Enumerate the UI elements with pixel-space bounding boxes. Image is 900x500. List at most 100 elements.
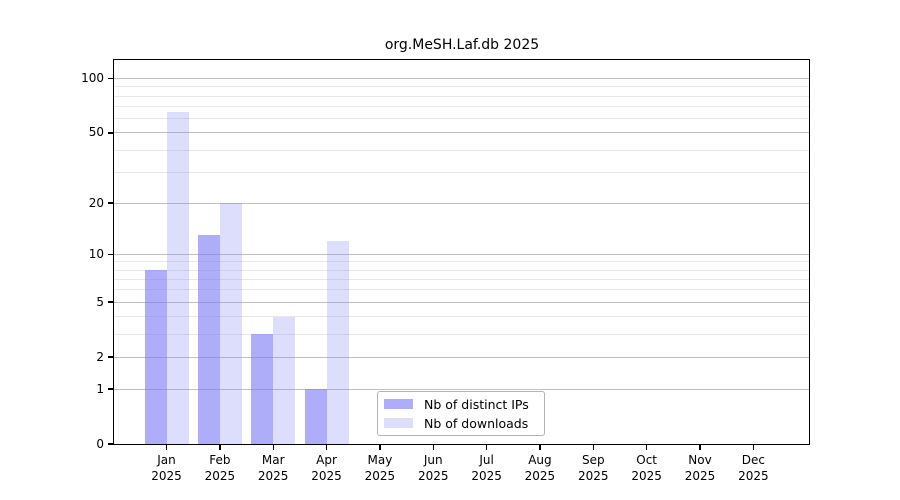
x-tick-apr: [325, 444, 328, 450]
x-tick-dec: [752, 444, 755, 450]
x-tick-month: Nov: [688, 453, 712, 467]
gridline-minor-y-30: [114, 171, 809, 173]
y-tick-100: [108, 78, 114, 80]
x-tick-label-jul: Jul 2025: [452, 453, 522, 484]
gridline-major-y-1: [114, 388, 809, 390]
y-tick-20: [108, 202, 114, 204]
y-tick-10: [108, 253, 114, 255]
x-tick-label-sep: Sep 2025: [558, 453, 628, 484]
x-tick-year: 2025: [417, 468, 449, 483]
y-tick-2: [108, 356, 114, 358]
x-tick-label-jun: Jun 2025: [398, 453, 468, 484]
x-tick-month: Jan: [157, 453, 176, 467]
x-tick-month: May: [367, 453, 393, 467]
legend-row-distinct-ips: Nb of distinct IPs: [384, 395, 544, 414]
chart-title: org.MeSH.Laf.db 2025: [384, 37, 540, 53]
x-tick-month: Sep: [581, 453, 605, 467]
x-tick-month: Feb: [209, 453, 231, 467]
bar-downloads-feb: [219, 203, 242, 444]
bar-downloads-mar: [273, 316, 296, 444]
legend: Nb of distinct IPs Nb of downloads: [377, 391, 545, 436]
legend-label-distinct-ips: Nb of distinct IPs: [424, 396, 529, 412]
x-tick-jan: [165, 444, 168, 450]
gridline-minor-y-80: [114, 95, 809, 97]
gridline-major-y-100: [114, 78, 809, 80]
gridline-minor-y-8: [114, 269, 809, 271]
y-tick-0: [108, 443, 114, 445]
y-tick-label-100: 100: [81, 71, 104, 86]
y-tick-label-20: 20: [88, 195, 104, 210]
gridline-major-y-20: [114, 202, 809, 204]
x-tick-feb: [219, 444, 221, 450]
gridline-minor-y-3: [114, 333, 809, 335]
x-tick-month: Oct: [636, 453, 658, 467]
legend-swatch-distinct-ips: [384, 399, 413, 409]
x-tick-label-dec: Dec 2025: [718, 453, 788, 484]
x-tick-label-mar: Mar 2025: [238, 453, 308, 484]
x-tick-month: Mar: [261, 453, 285, 467]
x-tick-sep: [592, 444, 594, 450]
bars-layer: [114, 60, 809, 444]
y-tick-label-1: 1: [96, 381, 104, 396]
bar-downloads-apr: [326, 241, 349, 444]
x-tick-jul: [485, 444, 488, 450]
x-tick-label-oct: Oct 2025: [612, 453, 682, 484]
gridline-major-y-10: [114, 253, 809, 255]
legend-label-downloads: Nb of downloads: [424, 415, 529, 431]
legend-row-downloads: Nb of downloads: [384, 414, 544, 433]
x-tick-month: Dec: [741, 453, 765, 467]
gridline-minor-y-7: [114, 278, 809, 280]
x-tick-year: 2025: [204, 468, 236, 483]
y-tick-1: [108, 388, 114, 390]
x-tick-label-feb: Feb 2025: [185, 453, 255, 484]
x-tick-year: 2025: [684, 468, 716, 483]
x-tick-year: 2025: [578, 468, 609, 483]
y-tick-label-10: 10: [88, 246, 104, 261]
x-tick-year: 2025: [364, 468, 396, 483]
x-tick-may: [379, 444, 381, 450]
y-tick-label-50: 50: [88, 125, 104, 140]
x-tick-month: Jul: [479, 453, 494, 467]
y-tick-label-0: 0: [96, 436, 104, 451]
bar-downloads-jan: [166, 112, 189, 444]
bar-distinct-ips-feb: [197, 235, 220, 444]
x-tick-label-nov: Nov 2025: [665, 453, 735, 484]
x-tick-oct: [645, 444, 648, 450]
x-tick-aug: [539, 444, 541, 450]
x-tick-nov: [699, 444, 701, 450]
x-tick-label-apr: Apr 2025: [292, 453, 362, 484]
x-tick-year: 2025: [311, 468, 342, 483]
legend-swatch-downloads: [384, 418, 413, 428]
gridline-minor-y-60: [114, 118, 809, 120]
x-tick-year: 2025: [257, 468, 289, 483]
bar-distinct-ips-apr: [304, 389, 327, 444]
x-tick-jun: [432, 444, 434, 450]
gridline-major-y-5: [114, 301, 809, 303]
plot-area: Nb of distinct IPs Nb of downloads: [113, 59, 810, 445]
gridline-minor-y-4: [114, 316, 809, 318]
gridline-minor-y-9: [114, 261, 809, 263]
y-tick-5: [108, 301, 114, 303]
gridline-minor-y-70: [114, 106, 809, 108]
y-tick-label-5: 5: [96, 294, 104, 309]
y-tick-label-2: 2: [96, 349, 104, 364]
gridline-minor-y-90: [114, 86, 809, 88]
bar-distinct-ips-mar: [251, 334, 274, 444]
gridlines-layer: [114, 60, 809, 444]
x-tick-month: Aug: [528, 453, 552, 467]
x-tick-year: 2025: [524, 468, 556, 483]
x-tick-month: Apr: [316, 453, 337, 467]
x-tick-label-may: May 2025: [345, 453, 415, 484]
gridline-major-y-50: [114, 132, 809, 134]
x-tick-year: 2025: [151, 468, 182, 483]
x-tick-mar: [272, 444, 274, 450]
x-tick-month: Jun: [423, 453, 443, 467]
gridline-minor-y-6: [114, 289, 809, 291]
y-tick-50: [108, 132, 114, 134]
x-tick-year: 2025: [631, 468, 662, 483]
x-tick-year: 2025: [738, 468, 769, 483]
gridline-major-y-2: [114, 356, 809, 358]
x-tick-label-aug: Aug 2025: [505, 453, 575, 484]
gridline-minor-y-40: [114, 149, 809, 151]
